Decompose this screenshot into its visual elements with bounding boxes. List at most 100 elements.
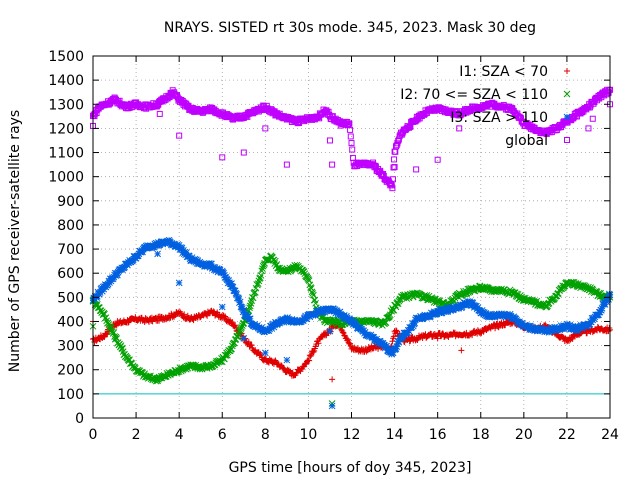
outlier-point [240,335,248,342]
outlier-point [434,335,441,342]
data-point [307,353,314,360]
y-tick-label: 1500 [48,49,84,65]
x-tick-label: 0 [89,427,98,443]
data-point [345,121,352,128]
legend: I1: SZA < 70 I2: 70 <= SZA < 110 I3: SZA >… [400,64,571,149]
data-point [598,305,606,312]
data-point [315,340,322,347]
data-point [236,298,244,306]
data-point [156,241,164,249]
data-point [389,349,397,357]
outlier-point [326,137,333,144]
outlier-point [240,149,247,156]
data-point [312,312,319,319]
data-point [598,306,605,314]
data-point [339,329,346,336]
data-point [284,314,291,321]
data-point [482,310,490,317]
data-point [393,343,401,350]
outlier-point [458,347,465,354]
data-point [347,133,354,140]
data-point [233,291,240,298]
data-point [229,283,237,291]
data-point [578,325,586,332]
data-point [343,314,351,322]
data-point [474,304,482,311]
x-tick-label: 16 [429,427,447,443]
y-tick-label: 500 [57,290,84,306]
data-point [104,319,112,327]
data-point [491,313,499,321]
outlier-point [326,327,334,335]
data-point [393,327,400,334]
data-point [282,317,289,325]
data-point [393,143,400,150]
outlier-point [261,349,269,357]
x-tick-label: 24 [601,427,619,443]
legend-label: I2: 70 <= SZA < 110 [400,87,548,103]
y-tick-label: 800 [57,218,84,234]
data-point [548,328,556,335]
data-point [389,176,396,183]
data-point [210,308,217,315]
y-axis-label: Number of GPS receiver-satellite rays [7,110,23,372]
data-point [348,140,355,147]
data-point [228,280,235,287]
x-tick-label: 20 [515,427,533,443]
data-point [152,239,160,247]
data-point [405,124,412,131]
data-point [405,327,413,335]
data-point [480,311,487,318]
x-tick-label: 18 [472,427,490,443]
data-point [390,164,397,171]
outlier-point [391,164,398,171]
data-point [96,289,104,296]
data-point [306,281,314,289]
outlier-point [156,110,163,117]
outlier-point [137,103,144,110]
data-point [542,325,550,333]
x-tick-label: 12 [343,427,361,443]
data-point [300,268,308,276]
data-point [479,286,487,294]
outlier-point [589,115,596,122]
outlier-point [434,156,441,163]
y-tick-label: 300 [57,339,84,355]
data-point [221,271,228,279]
y-tick-label: 200 [57,363,84,379]
data-point [204,312,211,319]
data-point [309,290,317,297]
data-point [336,308,344,316]
data-point [214,311,221,318]
data-point [208,260,215,268]
legend-label: global [505,133,548,149]
data-point [193,260,201,267]
outlier-point [328,402,336,410]
data-point [129,256,137,263]
data-point [566,337,573,344]
data-point [310,349,317,356]
data-point [391,156,398,163]
data-point [258,267,266,275]
data-point [114,271,121,279]
data-point [178,244,186,252]
data-point [191,255,199,263]
outlier-point [585,125,592,132]
data-point [303,315,311,323]
data-point [132,314,139,321]
outlier-point [329,161,336,168]
data-point [109,328,116,336]
data-point [254,281,261,289]
data-point [243,310,251,318]
outlier-point [262,125,269,132]
data-point [566,321,574,329]
data-point [311,310,319,318]
x-tick-label: 6 [218,427,227,443]
data-point [406,338,413,345]
data-point [181,248,189,256]
data-point [293,370,300,377]
x-tick-label: 22 [558,427,576,443]
x-axis-label: GPS time [hours of doy 345, 2023] [229,460,472,476]
